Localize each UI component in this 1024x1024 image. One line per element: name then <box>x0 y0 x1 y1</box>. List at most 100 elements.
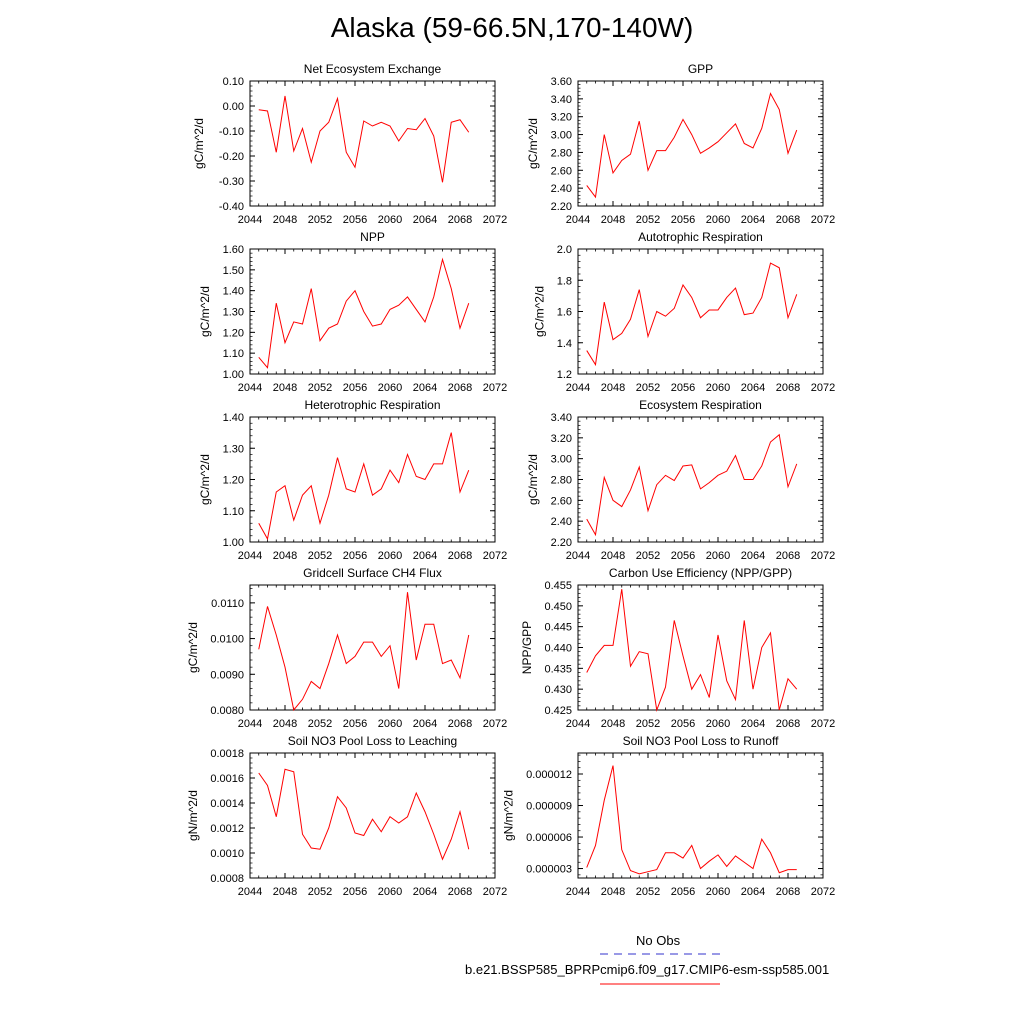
x-tick-label: 2072 <box>811 718 835 730</box>
figure-title: Alaska (59-66.5N,170-140W) <box>330 12 694 43</box>
y-tick-label: 0.0010 <box>210 848 244 860</box>
plot-frame <box>577 752 824 879</box>
y-tick-label: 3.20 <box>551 433 572 445</box>
y-tick-label: 1.10 <box>223 506 244 518</box>
series-line <box>258 768 470 861</box>
panel-title: GPP <box>688 62 713 76</box>
x-tick-label: 2068 <box>776 214 800 226</box>
x-tick-label: 2052 <box>308 214 332 226</box>
x-tick-label: 2072 <box>483 886 507 898</box>
series-line <box>586 765 797 875</box>
y-tick-label: 0.445 <box>544 622 572 634</box>
x-tick-label: 2044 <box>238 382 262 394</box>
plot-frame <box>249 752 496 879</box>
y-tick-label: 0.455 <box>544 580 572 592</box>
x-tick-label: 2060 <box>706 214 730 226</box>
y-tick-label: 0.0012 <box>210 823 244 835</box>
x-tick-label: 2060 <box>378 214 402 226</box>
plot-frame <box>577 248 824 375</box>
x-tick-label: 2056 <box>343 550 367 562</box>
y-tick-label: 1.10 <box>223 348 244 360</box>
x-tick-label: 2052 <box>636 886 660 898</box>
y-tick-label: 1.4 <box>557 338 572 350</box>
plot-frame <box>577 416 824 543</box>
series-line <box>586 589 798 712</box>
y-tick-label: 2.40 <box>551 183 572 195</box>
y-tick-label: 1.00 <box>223 369 244 381</box>
x-tick-label: 2068 <box>776 382 800 394</box>
y-tick-label: 2.60 <box>551 165 572 177</box>
x-tick-label: 2044 <box>238 718 262 730</box>
x-tick-label: 2048 <box>273 214 297 226</box>
y-axis-label: NPP/GPP <box>520 621 534 674</box>
panel-2: GPP 2044 2048 2052 2056 2060 2064 2068 2072 2.20 2… <box>526 62 835 226</box>
x-tick-label: 2072 <box>483 214 507 226</box>
panel-5: Heterotrophic Respiration 2044 2048 2052 205… <box>198 398 507 562</box>
x-tick-label: 2060 <box>378 550 402 562</box>
panel-3: NPP 2044 2048 2052 2056 2060 2064 2068 2072 1.00 1… <box>198 230 507 394</box>
y-tick-label: 1.50 <box>223 265 244 277</box>
plot-frame <box>577 584 824 711</box>
y-tick-label: 3.40 <box>551 94 572 106</box>
y-tick-label: 3.40 <box>551 412 572 424</box>
x-tick-label: 2072 <box>483 550 507 562</box>
plot-frame <box>249 584 496 711</box>
y-tick-label: 0.450 <box>544 601 572 613</box>
panel-title: Net Ecosystem Exchange <box>304 62 442 76</box>
x-tick-label: 2060 <box>378 718 402 730</box>
x-tick-label: 2056 <box>343 214 367 226</box>
x-tick-label: 2056 <box>671 718 695 730</box>
y-tick-label: 0.435 <box>544 663 572 675</box>
y-tick-label: 1.60 <box>223 244 244 256</box>
x-tick-label: 2048 <box>273 550 297 562</box>
x-tick-label: 2044 <box>566 550 590 562</box>
x-tick-label: 2068 <box>776 886 800 898</box>
panel-title: Soil NO3 Pool Loss to Runoff <box>623 734 780 748</box>
x-tick-label: 2048 <box>273 886 297 898</box>
y-tick-label: 2.40 <box>551 516 572 528</box>
y-tick-label: 0.000006 <box>526 832 572 844</box>
y-tick-label: 0.0016 <box>210 773 244 785</box>
x-tick-label: 2068 <box>448 550 472 562</box>
x-tick-label: 2060 <box>706 718 730 730</box>
y-axis-label: gN/m^2/d <box>501 790 515 841</box>
x-tick-label: 2064 <box>413 550 437 562</box>
x-tick-label: 2060 <box>706 886 730 898</box>
y-tick-label: 1.00 <box>223 537 244 549</box>
y-tick-label: -0.30 <box>219 176 244 188</box>
x-tick-label: 2052 <box>636 550 660 562</box>
x-tick-label: 2056 <box>343 382 367 394</box>
x-tick-label: 2072 <box>811 886 835 898</box>
panel-title: Gridcell Surface CH4 Flux <box>303 566 442 580</box>
y-tick-label: 1.20 <box>223 327 244 339</box>
x-tick-label: 2044 <box>566 718 590 730</box>
x-tick-label: 2048 <box>601 382 625 394</box>
x-tick-label: 2044 <box>566 886 590 898</box>
x-tick-label: 2056 <box>343 886 367 898</box>
y-tick-label: 2.20 <box>551 201 572 213</box>
x-tick-label: 2068 <box>448 214 472 226</box>
x-tick-label: 2068 <box>448 718 472 730</box>
y-tick-label: 0.0110 <box>211 598 244 610</box>
x-tick-label: 2052 <box>308 382 332 394</box>
x-tick-label: 2060 <box>706 382 730 394</box>
y-axis-label: gN/m^2/d <box>186 790 200 841</box>
x-tick-label: 2044 <box>566 214 590 226</box>
y-tick-label: 2.80 <box>551 475 572 487</box>
x-tick-label: 2052 <box>308 718 332 730</box>
series-line <box>258 257 470 369</box>
x-tick-label: 2044 <box>238 550 262 562</box>
y-tick-label: 3.00 <box>551 454 572 466</box>
x-tick-label: 2064 <box>741 886 765 898</box>
y-tick-label: 3.00 <box>551 130 572 142</box>
y-tick-label: -0.20 <box>219 151 244 163</box>
y-tick-label: 1.40 <box>223 286 244 298</box>
x-tick-label: 2068 <box>776 718 800 730</box>
y-axis-label: gC/m^2/d <box>198 286 212 337</box>
series-line <box>258 95 470 183</box>
panel-title: NPP <box>360 230 385 244</box>
y-tick-label: 1.8 <box>557 275 572 287</box>
x-tick-label: 2064 <box>741 718 765 730</box>
y-tick-label: 2.60 <box>551 495 572 507</box>
